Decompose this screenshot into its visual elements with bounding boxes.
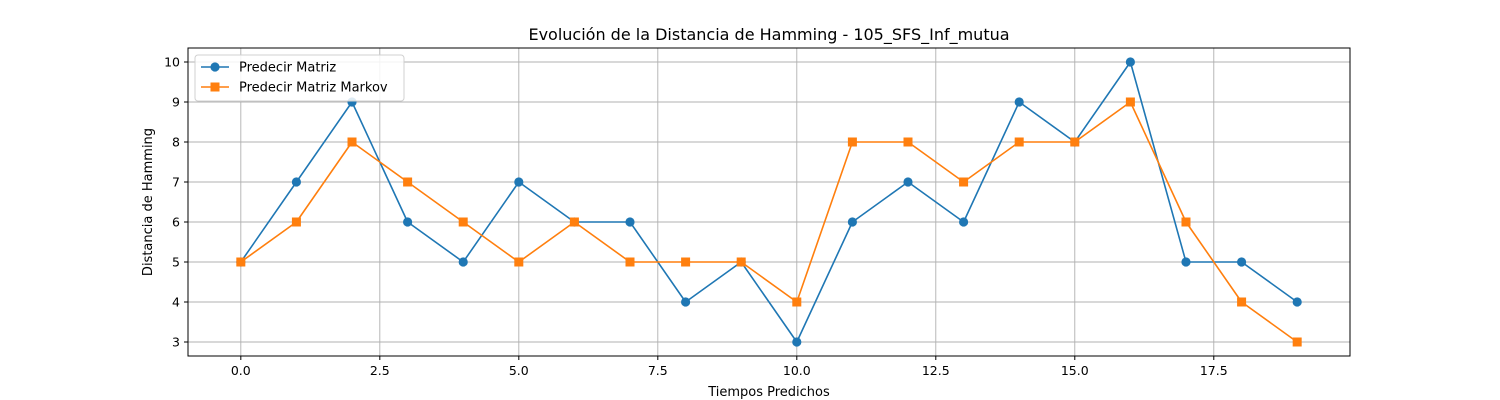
x-axis-label: Tiempos Predichos	[707, 385, 830, 400]
data-point-square	[792, 297, 802, 307]
series-layer	[236, 57, 1302, 347]
data-point-circle	[514, 177, 524, 187]
legend-label: Predecir Matriz	[239, 61, 336, 76]
data-point-square	[1070, 137, 1080, 147]
data-point-circle	[903, 177, 913, 187]
legend-entry: Predecir Matriz Markov	[201, 81, 388, 96]
chart-title: Evolución de la Distancia de Hamming - 1…	[528, 25, 1009, 45]
plot-frame	[187, 47, 1351, 357]
data-point-square	[514, 257, 524, 267]
x-tick-label: 17.5	[1200, 363, 1228, 378]
data-point-circle	[1014, 97, 1024, 107]
x-tick-label: 5.0	[509, 363, 529, 378]
x-tick-label: 15.0	[1061, 363, 1089, 378]
data-point-circle	[1236, 257, 1247, 267]
data-point-square	[959, 177, 969, 187]
y-tick-label: 3	[172, 335, 180, 350]
data-point-square	[625, 257, 635, 267]
x-tick-label: 2.5	[370, 363, 390, 378]
series-1	[236, 57, 1302, 347]
y-axis-label: Distancia de Hamming	[141, 128, 156, 276]
data-point-square	[1292, 337, 1302, 347]
data-point-circle	[458, 257, 468, 267]
data-point-circle	[1125, 57, 1135, 67]
legend: Predecir Matriz Predecir Matriz Markov	[194, 54, 405, 102]
data-point-circle	[681, 297, 691, 307]
data-point-square	[458, 217, 468, 227]
x-tick-label: 7.5	[648, 363, 668, 378]
y-tick-label: 10	[164, 55, 180, 70]
series-line	[240, 101, 1298, 343]
axis-ticks: 0.0 2.5 5.0 7.5 10.0 12.5 15.0 17.5 3 4 5 6 7 8 9 10	[164, 55, 1228, 379]
data-point-square	[1014, 137, 1024, 147]
data-point-circle	[403, 217, 413, 227]
data-point-square	[347, 137, 357, 147]
legend-label: Predecir Matriz Markov	[239, 81, 388, 96]
x-tick-label: 12.5	[922, 363, 950, 378]
data-point-square	[903, 137, 913, 147]
data-point-square	[1125, 97, 1135, 107]
y-tick-label: 8	[172, 135, 180, 150]
y-tick-label: 9	[172, 95, 180, 110]
data-point-circle	[847, 217, 857, 227]
data-point-square	[847, 137, 857, 147]
data-point-square	[403, 177, 413, 187]
series-2	[236, 97, 1302, 347]
y-tick-label: 5	[172, 255, 180, 270]
legend-box	[194, 54, 405, 102]
x-tick-label: 10.0	[783, 363, 811, 378]
y-tick-label: 4	[172, 295, 180, 310]
y-tick-label: 6	[172, 215, 180, 230]
data-point-circle	[625, 217, 635, 227]
data-point-circle	[1292, 297, 1302, 307]
data-point-circle	[1181, 257, 1191, 267]
y-tick-label: 7	[172, 175, 180, 190]
data-point-square	[569, 217, 579, 227]
data-point-square	[291, 217, 301, 227]
legend-marker-square	[210, 82, 220, 92]
data-point-circle	[958, 217, 969, 227]
x-tick-label: 0.0	[231, 363, 251, 378]
data-point-square	[681, 257, 691, 267]
data-point-square	[1181, 217, 1191, 227]
legend-entry: Predecir Matriz	[201, 61, 336, 76]
data-point-circle	[291, 177, 302, 187]
data-point-square	[236, 257, 246, 267]
data-point-square	[1237, 297, 1247, 307]
series-line	[240, 61, 1298, 343]
legend-marker-circle	[210, 62, 220, 72]
data-point-circle	[792, 337, 802, 347]
data-point-square	[736, 257, 746, 267]
